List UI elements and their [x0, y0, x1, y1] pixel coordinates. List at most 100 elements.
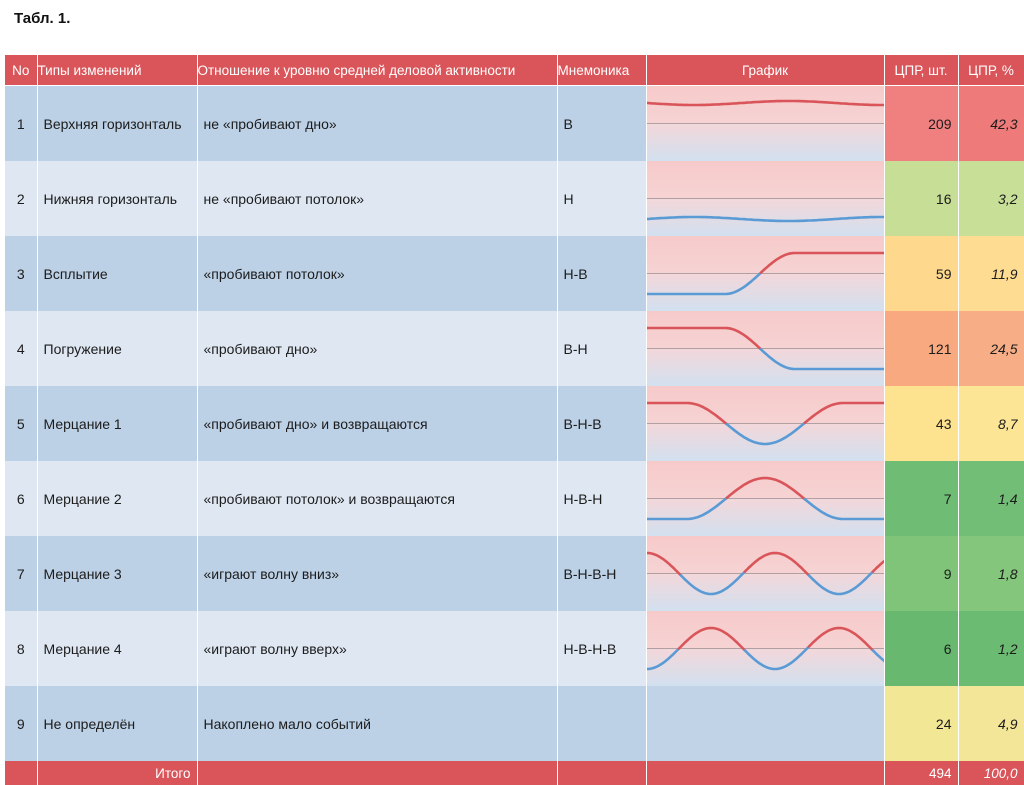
table-row: 1 Верхняя горизонталь не «пробивают дно» В 2…	[5, 85, 1024, 161]
graph-curve-above	[803, 401, 883, 425]
header-mnemonic: Мнемоника	[557, 55, 647, 86]
graph-curve-below	[646, 496, 728, 521]
percent-value: 42,3	[958, 85, 1024, 161]
graph-curve-below	[646, 271, 762, 296]
percent-value: 24,5	[958, 311, 1024, 386]
mnemonic: Н	[557, 161, 647, 236]
header-pct: ЦПР, %	[958, 55, 1024, 86]
relation-text: «пробивают потолок» и возвращаются	[197, 461, 558, 536]
graph-curve-above	[646, 551, 682, 577]
graph-cell	[646, 236, 885, 311]
table-row: 9 Не определён Накоплено мало событий 24 4,9	[5, 686, 1024, 761]
graph-curve-below	[871, 649, 883, 662]
relation-text: «пробивают дно»	[197, 311, 558, 386]
percent-value: 4,9	[958, 686, 1024, 761]
graph-dip	[646, 386, 883, 461]
change-type: Погружение	[37, 311, 198, 386]
percent-value: 1,4	[958, 461, 1024, 536]
row-number: 4	[5, 311, 38, 386]
count-value: 7	[884, 461, 959, 536]
row-number: 7	[5, 536, 38, 611]
graph-curve-below	[679, 570, 746, 596]
change-type: Всплытие	[37, 236, 198, 311]
mnemonic: Н-В	[557, 236, 647, 311]
mnemonic: Н-В-Н-В	[557, 611, 647, 686]
count-value: 209	[884, 85, 959, 161]
graph-upper-zone	[646, 386, 883, 424]
graph-curve-below	[646, 647, 680, 671]
count-value: 59	[884, 236, 959, 311]
graph-curve-above	[646, 401, 728, 426]
mnemonic: В-Н	[557, 311, 647, 386]
relation-text: «играют волну вверх»	[197, 611, 558, 686]
table-row: 8 Мерцание 4 «играют волну вверх» Н-В-Н-В 6 1…	[5, 611, 1024, 686]
header-graph: График	[646, 55, 885, 86]
count-value: 16	[884, 161, 959, 236]
row-number: 9	[5, 686, 38, 761]
total-qty: 494	[884, 761, 959, 785]
total-pct: 100,0	[958, 761, 1024, 785]
graph-cell	[646, 161, 885, 236]
percent-value: 3,2	[958, 161, 1024, 236]
change-type: Не определён	[37, 686, 198, 761]
mnemonic: Н-В-Н	[557, 461, 647, 536]
row-number: 1	[5, 85, 38, 161]
change-type: Мерцание 1	[37, 386, 198, 461]
graph-lower-zone	[646, 498, 883, 536]
change-type: Верхняя горизонталь	[37, 85, 198, 161]
relation-text: не «пробивают потолок»	[197, 161, 558, 236]
graph-curve-below	[743, 645, 810, 671]
graph-upper-zone	[646, 161, 883, 199]
row-number: 5	[5, 386, 38, 461]
relation-text: не «пробивают дно»	[197, 85, 558, 161]
graph-rise	[646, 236, 883, 311]
graph-curve-below	[759, 348, 883, 371]
change-type: Мерцание 2	[37, 461, 198, 536]
graph-upper-zone	[646, 461, 883, 499]
header-no: No	[5, 55, 38, 86]
graph-curve-below	[803, 497, 883, 521]
change-type: Мерцание 3	[37, 536, 198, 611]
graph-curve-above	[646, 99, 883, 107]
graph-cell	[646, 311, 885, 386]
percent-value: 1,8	[958, 536, 1024, 611]
graph-cell	[646, 461, 885, 536]
graph-cell	[646, 686, 885, 761]
table-row: 5 Мерцание 1 «пробивают дно» и возвращаютс…	[5, 386, 1024, 461]
graph-cell	[646, 536, 885, 611]
row-number: 6	[5, 461, 38, 536]
total-row: Итого 494 100,0	[5, 761, 1024, 785]
graph-lower-zone	[646, 423, 883, 461]
change-type: Нижняя горизонталь	[37, 161, 198, 236]
graph-lower-zone	[646, 123, 883, 161]
row-number: 2	[5, 161, 38, 236]
row-number: 8	[5, 611, 38, 686]
graph-curve-below	[807, 570, 874, 596]
table-row: 6 Мерцание 2 «пробивают потолок» и возвращ…	[5, 461, 1024, 536]
count-value: 121	[884, 311, 959, 386]
change-type: Мерцание 4	[37, 611, 198, 686]
graph-curve-above	[725, 476, 806, 501]
table-row: 4 Погружение «пробивают дно» В-Н 121 24,5	[5, 311, 1024, 386]
mnemonic: В-Н-В	[557, 386, 647, 461]
relation-text: Накоплено мало событий	[197, 686, 558, 761]
graph-curve-above	[677, 626, 746, 652]
table-row: 3 Всплытие «пробивают потолок» Н-В 59 11,9	[5, 236, 1024, 311]
relation-text: «пробивают потолок»	[197, 236, 558, 311]
count-value: 43	[884, 386, 959, 461]
table-row: 2 Нижняя горизонталь не «пробивают потолок…	[5, 161, 1024, 236]
count-value: 9	[884, 536, 959, 611]
graph-wave_down	[646, 536, 883, 611]
graph-upper-zone	[646, 311, 883, 349]
percent-value: 11,9	[958, 236, 1024, 311]
header-row: No Типы изменений Отношение к уровню сре…	[5, 55, 1024, 86]
data-table: No Типы изменений Отношение к уровню сре…	[5, 55, 1024, 785]
graph-curve-below	[725, 421, 806, 446]
count-value: 24	[884, 686, 959, 761]
graph-curve-above	[871, 560, 883, 573]
graph-curve-above	[743, 551, 810, 577]
table-caption: Табл. 1.	[14, 10, 71, 27]
graph-curve-above	[807, 626, 874, 652]
graph-peak	[646, 461, 883, 536]
relation-text: «пробивают дно» и возвращаются	[197, 386, 558, 461]
